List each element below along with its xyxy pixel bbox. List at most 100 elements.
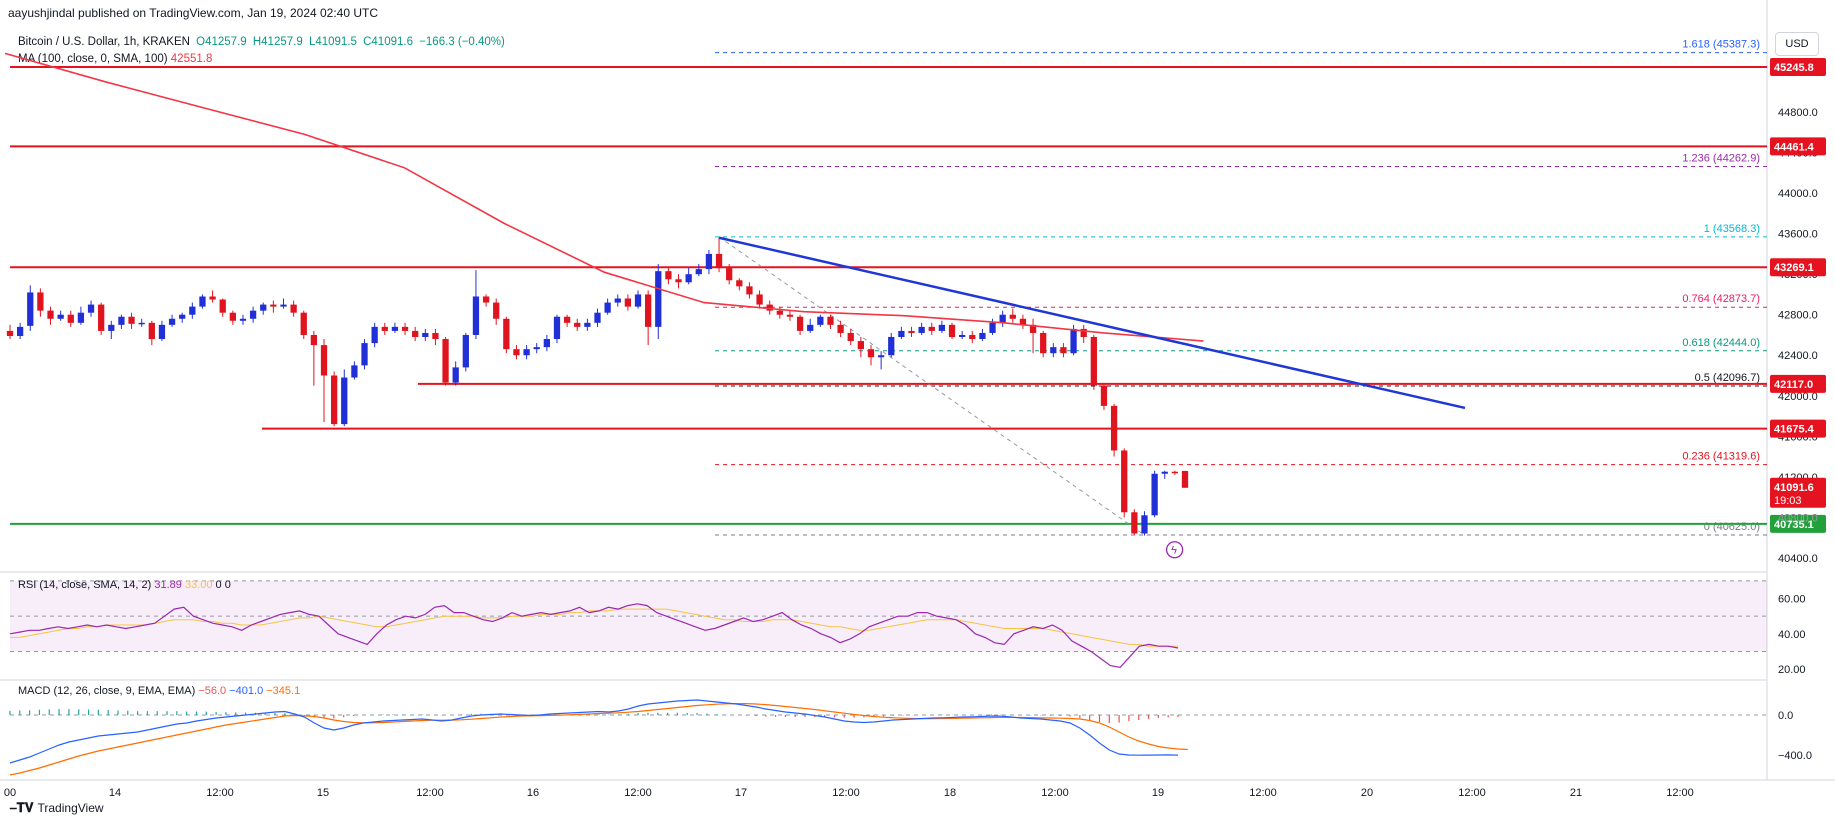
- price-axis-tick: 42400.0: [1778, 350, 1818, 362]
- candle-body: [77, 312, 85, 323]
- candle-body: [645, 294, 652, 327]
- candle-body: [1141, 515, 1148, 534]
- candle-body: [158, 324, 166, 340]
- candle-body: [827, 316, 834, 325]
- time-axis-tick: 18: [944, 787, 956, 799]
- candle-body: [918, 326, 925, 333]
- candle-body: [736, 280, 743, 287]
- bar-countdown: 19:03: [1774, 495, 1802, 507]
- fib-label-0.764: 0.764 (42873.7): [1682, 293, 1760, 305]
- macd-axis-tick: 0.0: [1778, 710, 1793, 722]
- candle-body: [219, 299, 226, 313]
- candle-body: [493, 302, 500, 319]
- rsi-axis-tick: 40.00: [1778, 629, 1806, 641]
- support-40735-label: 40735.1: [1774, 519, 1814, 531]
- moving-average-line: [4, 52, 1204, 342]
- time-axis-tick: 17: [735, 787, 747, 799]
- candle-body: [675, 279, 682, 283]
- candle-body: [503, 318, 510, 350]
- candle-body: [563, 316, 571, 323]
- resistance-44461-label: 44461.4: [1774, 141, 1815, 153]
- rsi-legend: RSI (14, close, SMA, 14, 2) 31.89 33.00 …: [18, 579, 231, 591]
- candle-body: [27, 292, 34, 326]
- currency-button[interactable]: USD: [1775, 32, 1819, 56]
- rsi-band: [10, 580, 1767, 652]
- candle-body: [47, 310, 54, 319]
- candle-body: [1050, 347, 1057, 354]
- candle-body: [391, 326, 399, 331]
- candle-body: [67, 314, 74, 323]
- candle-body: [249, 310, 257, 319]
- footer: ⎯𝐓𝐕 TradingView: [10, 800, 104, 816]
- price-axis-tick: 40400.0: [1778, 553, 1818, 565]
- candle-body: [1029, 324, 1037, 333]
- candle-body: [766, 304, 773, 311]
- candle-body: [655, 271, 662, 327]
- candle-body: [614, 298, 621, 303]
- macd-line: [9, 699, 1179, 764]
- price-axis-tick: 44000.0: [1778, 188, 1818, 200]
- resistance-42117-tag: [1770, 374, 1826, 393]
- candle-body: [979, 332, 986, 340]
- candle-body: [168, 318, 176, 325]
- candle-body: [98, 304, 105, 331]
- footer-brand[interactable]: TradingView: [37, 801, 104, 815]
- candle-body: [543, 339, 550, 348]
- time-axis-tick: 12:00: [1249, 787, 1277, 799]
- candle-body: [57, 314, 64, 319]
- rsi-axis-tick: 20.00: [1778, 664, 1806, 676]
- candle-body: [969, 334, 976, 340]
- candle-body: [361, 343, 368, 366]
- fib-label-0: 0 (40625.0): [1704, 521, 1760, 533]
- candle-body: [179, 314, 186, 319]
- ma-label[interactable]: MA (100, close, 0, SMA, 100): [18, 53, 168, 65]
- candle-body: [948, 324, 956, 338]
- fib-label-1: 1 (43568.3): [1704, 223, 1760, 235]
- candle-body: [432, 332, 439, 340]
- candle-body: [584, 322, 591, 327]
- time-axis-tick: 12:00: [1041, 787, 1069, 799]
- time-axis-tick: 21: [1570, 787, 1582, 799]
- tradingview-logo-icon[interactable]: ⎯𝐓𝐕: [10, 800, 34, 815]
- candle-body: [604, 302, 611, 313]
- candle-body: [877, 355, 885, 358]
- time-axis-tick: 12:00: [1458, 787, 1486, 799]
- candle-body: [462, 334, 469, 368]
- candle-body: [705, 253, 713, 270]
- candle-body: [189, 306, 196, 315]
- candle-body: [715, 253, 723, 269]
- change-value: −166.3 (−0.40%): [419, 36, 505, 48]
- candle-body: [1070, 328, 1077, 354]
- candle-body: [807, 324, 814, 331]
- time-axis-tick: 14: [109, 787, 121, 799]
- candle-body: [1040, 332, 1047, 354]
- candle-body: [290, 304, 297, 313]
- candle-body: [209, 296, 216, 300]
- candle-body: [482, 296, 490, 303]
- low-value: L41091.5: [308, 36, 357, 48]
- symbol-title[interactable]: Bitcoin / U.S. Dollar, 1h, KRAKEN: [18, 36, 190, 48]
- candle-body: [1090, 337, 1097, 386]
- candle-body: [37, 292, 44, 311]
- price-legend-row: Bitcoin / U.S. Dollar, 1h, KRAKEN O41257…: [18, 34, 505, 51]
- macd-legend: MACD (12, 26, close, 9, EMA, EMA) −56.0 …: [18, 685, 300, 697]
- candle-body: [16, 326, 24, 336]
- candle-body: [199, 296, 206, 307]
- candle-body: [553, 316, 561, 340]
- candle-body: [685, 274, 692, 283]
- fib-label-1.236: 1.236 (44262.9): [1682, 153, 1760, 165]
- open-value: O41257.9: [196, 36, 247, 48]
- publisher-header: aayushjindal published on TradingView.co…: [8, 6, 379, 20]
- candle-body: [320, 345, 328, 376]
- fib-trend-diagonal: [718, 236, 1145, 536]
- candle-body: [138, 322, 145, 325]
- bearish-trendline: [718, 236, 1466, 410]
- candle-body: [1151, 473, 1158, 516]
- resistance-43269-label: 43269.1: [1774, 262, 1814, 274]
- price-axis-tick: 42000.0: [1778, 391, 1818, 403]
- chart-legend: Bitcoin / U.S. Dollar, 1h, KRAKEN O41257…: [18, 34, 505, 68]
- candle-body: [634, 294, 642, 307]
- candle-body: [270, 304, 277, 307]
- candle-body: [1019, 318, 1027, 325]
